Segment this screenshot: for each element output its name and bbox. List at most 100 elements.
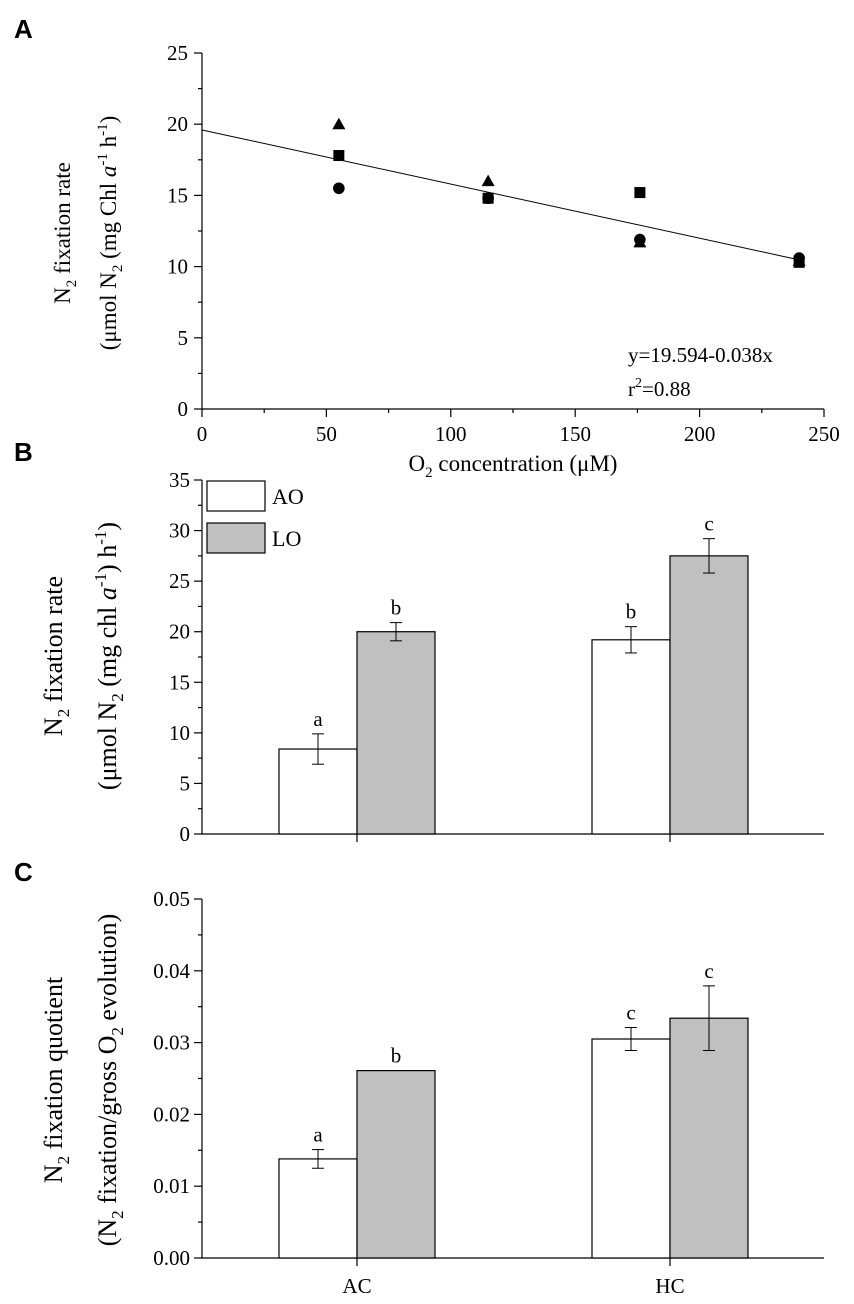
panel-b-y-axis-title-1: N2 fixation rate: [39, 576, 73, 736]
panel-b-bar-lo: [356, 631, 436, 835]
panel-b-bar-lo: [669, 555, 749, 835]
panel-b-ylabel2-end: ): [93, 522, 122, 531]
panel-b-y-tick-label: 20: [169, 620, 190, 644]
panel-a-triangle-point: [481, 174, 495, 187]
panel-a-square-point: [634, 187, 646, 199]
panel-c-y-tick-label: 0.05: [153, 887, 190, 911]
panel-b-significance-letter: c: [704, 512, 713, 536]
panel-b-ylabel1-rest: fixation rate: [39, 576, 68, 709]
panel-b-bar-ao: [591, 639, 671, 835]
panel-c-y-tick-label: 0.04: [153, 959, 190, 983]
panel-b-legend-swatch-lo: [206, 522, 266, 554]
panel-a-x-tick-label: 200: [684, 422, 716, 446]
panel-a-y-tick-label: 10: [167, 255, 188, 279]
panel-a-ylabel2-sup1: -1: [95, 153, 111, 166]
panel-a-y-tick-label: 0: [178, 397, 189, 421]
panel-a-ylabel2-mid2: h: [96, 135, 121, 153]
panel-b-legend-swatch-ao: [206, 480, 266, 512]
panel-b-ylabel1-sub: 2: [54, 709, 73, 718]
panel-a-equation: y=19.594-0.038x: [628, 343, 773, 367]
panel-c-ylabel2-end: evolution): [93, 914, 122, 1027]
panel-a-ylabel1-rest: fixation rate: [50, 162, 75, 280]
panel-b-ylabel2-mid2: ) h: [93, 545, 122, 573]
panel-a-ylabel1-sub: 2: [64, 280, 80, 288]
panel-a-x-tick-label: 0: [197, 422, 208, 446]
panel-c-ylabel2-sub1: 2: [108, 1210, 127, 1219]
panel-b-y-axis-title-2: (μmol N2 (mg chl a-1) h-1): [91, 522, 127, 790]
panel-c-y-axis-title-2: (N2 fixation/gross O2 evolution): [93, 914, 127, 1247]
panel-b-ylabel2-mid: (mg chl: [93, 600, 122, 693]
panel-a-r2: r2=0.88: [628, 376, 691, 401]
panel-c-significance-letter: b: [391, 1044, 402, 1068]
panel-c-ylabel2-mid: fixation/gross O: [93, 1036, 122, 1211]
panel-b-y-tick-label: 25: [169, 569, 190, 593]
panel-c-bar-ao: [278, 1158, 358, 1259]
panel-b-significance-letter: b: [391, 596, 402, 620]
panel-a-square-point: [333, 150, 345, 162]
panel-a-xlabel-sub: 2: [425, 465, 433, 481]
panel-b-ylabel2-ital: a: [93, 587, 122, 600]
panel-a-x-axis-title: O2 concentration (μM): [409, 451, 618, 481]
panel-a-letter: A: [14, 14, 33, 44]
panel-b-y-tick-label: 10: [169, 721, 190, 745]
panel-c-letter: C: [14, 857, 33, 887]
panel-a-ylabel2-pre: (μmol N: [96, 272, 121, 351]
panel-a-r2-post: =0.88: [642, 377, 691, 401]
panel-c-ylabel1-rest: fixation quotient: [39, 976, 68, 1156]
panel-b-ylabel2-pre: (μmol N: [93, 702, 122, 791]
panel-a-y-tick-label: 5: [178, 326, 189, 350]
panel-b-y-tick-label: 35: [169, 468, 190, 492]
panel-c-y-axis-title-1: N2 fixation quotient: [39, 976, 73, 1183]
panel-a-ylabel2-end: ): [96, 116, 121, 124]
panel-b-y-tick-label: 30: [169, 519, 190, 543]
panel-c-ylabel1-main: N: [39, 1164, 68, 1183]
panel-c-bar-ao: [591, 1038, 671, 1259]
panel-c-bar-lo: [669, 1017, 749, 1259]
panel-a-ylabel1-main: N: [50, 287, 75, 304]
panel-b-significance-letter: a: [313, 707, 323, 731]
panel-a-y-tick-label: 25: [167, 41, 188, 65]
panel-a-y-tick-label: 15: [167, 183, 188, 207]
panel-a-x-tick-label: 100: [435, 422, 467, 446]
panel-a-xlabel-main: O: [409, 451, 426, 476]
panel-a-y-axis-title-2: (μmol N2 (mg Chl a-1 h-1): [95, 116, 126, 351]
panel-a-fit-line: [201, 129, 800, 261]
panel-b-significance-letter: b: [626, 600, 637, 624]
panel-c-bar-lo: [356, 1070, 436, 1259]
panel-c-significance-letter: c: [626, 1001, 635, 1025]
panel-b-y-tick-label: 0: [180, 822, 191, 846]
panel-b-letter: B: [14, 437, 33, 467]
panel-a-circle-point: [793, 252, 805, 264]
panel-b-y-tick-label: 15: [169, 670, 190, 694]
panel-b-legend-label-lo: LO: [272, 526, 301, 551]
panel-c-ylabel2-pre: (N: [93, 1219, 122, 1247]
panel-c-significance-letter: c: [704, 959, 713, 983]
panel-a-ylabel2-ital: a: [96, 166, 121, 178]
panel-a-circle-point: [482, 192, 494, 205]
panel-c-y-tick-label: 0.01: [153, 1174, 190, 1198]
panel-a-ylabel2-sup2: -1: [95, 123, 111, 136]
panel-b-ylabel2-sup2: -1: [91, 531, 110, 545]
panel-a-xlabel-rest: concentration (μM): [433, 451, 618, 476]
panel-a-ylabel2-mid: (mg Chl: [96, 177, 121, 265]
panel-c-significance-letter: a: [313, 1123, 323, 1147]
panel-a-x-tick-label: 50: [316, 422, 337, 446]
panel-a-ylabel2-sub: 2: [110, 265, 126, 273]
panel-a-r2-sup: 2: [635, 376, 642, 391]
panel-c-y-tick-label: 0.03: [153, 1031, 190, 1055]
panel-a-circle-point: [333, 182, 345, 195]
panel-a-x-tick-label: 150: [559, 422, 591, 446]
panel-b-legend-label-ao: AO: [272, 484, 304, 509]
panel-c-x-tick-label: AC: [342, 1274, 371, 1298]
panel-c-y-tick-label: 0.02: [153, 1102, 190, 1126]
panel-c-x-tick-label: HC: [655, 1274, 684, 1298]
panel-a-y-tick-label: 20: [167, 112, 188, 136]
panel-a-circle-point: [634, 233, 646, 246]
panel-a-x-tick-label: 250: [808, 422, 840, 446]
panel-c-y-tick-label: 0.00: [153, 1246, 190, 1270]
panel-c-ylabel2-sub2: 2: [108, 1027, 127, 1036]
panel-a-y-axis-title-1: N2 fixation rate: [50, 162, 80, 304]
panel-a-r2-pre: r: [628, 377, 635, 401]
panel-b-y-tick-label: 5: [180, 771, 191, 795]
